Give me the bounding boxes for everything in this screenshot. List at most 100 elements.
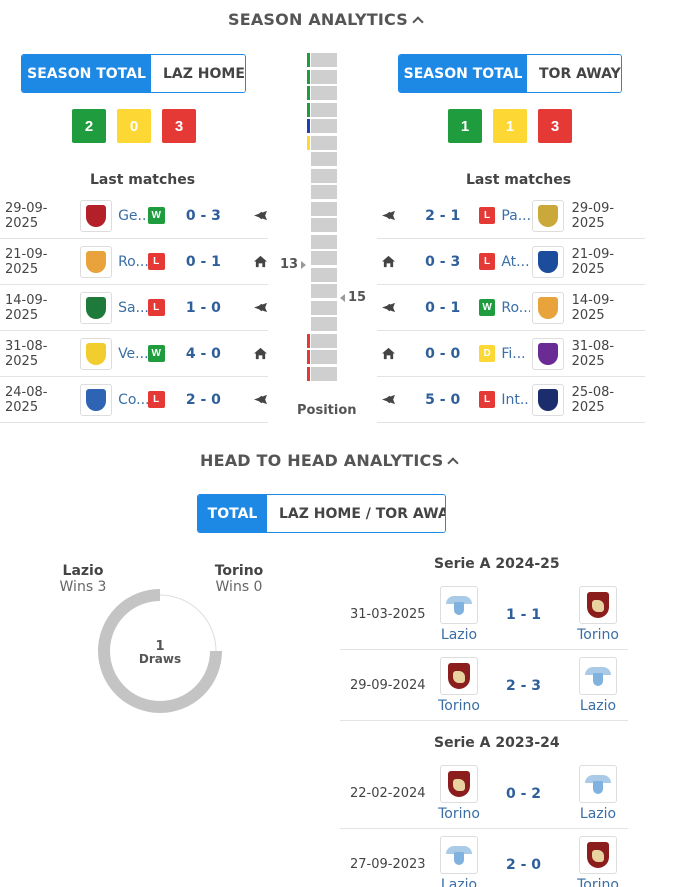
h2h-match-date: 27-09-2023 xyxy=(350,857,426,872)
draws-count: 1 xyxy=(155,639,164,654)
h2h-match-row[interactable]: 22-02-2024 Torino 0 - 2 Lazio xyxy=(340,758,628,829)
h2h-away-team[interactable]: Torino xyxy=(568,836,628,887)
tab-season-total-left[interactable]: SEASON TOTAL xyxy=(22,55,151,92)
result-badge: W xyxy=(478,299,496,316)
result-badge: L xyxy=(147,299,165,316)
opponent-name[interactable]: Sa... xyxy=(118,299,148,316)
zone-marker xyxy=(307,102,310,117)
result-badge: L xyxy=(478,391,496,408)
match-row[interactable]: 2 - 1 L Pa... 29-09-2025 xyxy=(377,193,645,239)
result-badge: D xyxy=(478,345,496,362)
opponent-name[interactable]: Fi... xyxy=(501,345,526,362)
match-score: 0 - 0 xyxy=(425,345,461,362)
opponent-name[interactable]: Ge... xyxy=(118,207,148,224)
plane-icon xyxy=(381,393,397,407)
h2h-home-name: Torino xyxy=(438,806,480,822)
team-logo xyxy=(579,586,617,624)
position-rung xyxy=(311,350,337,364)
h2h-match-date: 31-03-2025 xyxy=(350,607,426,622)
h2h-home-name: Lazio xyxy=(62,563,104,579)
match-date: 24-08-2025 xyxy=(5,384,48,415)
zone-marker xyxy=(307,350,310,364)
h2h-home-team[interactable]: Torino xyxy=(429,765,489,822)
position-rung xyxy=(311,218,337,232)
tab-tor-away[interactable]: TOR AWAY xyxy=(527,55,621,92)
match-row[interactable]: 24-08-2025 Co... L 2 - 0 xyxy=(0,377,268,423)
match-row[interactable]: 31-08-2025 Ve... W 4 - 0 xyxy=(0,331,268,377)
left-draws-badge: 0 xyxy=(117,109,151,143)
h2h-match-row[interactable]: 31-03-2025 Lazio 1 - 1 Torino xyxy=(340,579,628,650)
tab-season-total-right[interactable]: SEASON TOTAL xyxy=(399,55,527,92)
team-logo xyxy=(80,291,113,324)
h2h-home-name: Torino xyxy=(438,698,480,714)
match-date: 31-08-2025 xyxy=(571,338,615,369)
opponent-name[interactable]: Ro... xyxy=(501,299,531,316)
h2h-home-team[interactable]: Torino xyxy=(429,657,489,714)
right-last-matches-title: Last matches xyxy=(466,172,572,188)
h2h-match-row[interactable]: 27-09-2023 Lazio 2 - 0 Torino xyxy=(340,829,628,887)
opponent-name[interactable]: Int... xyxy=(501,391,531,408)
opponent-name[interactable]: Ve... xyxy=(118,345,148,362)
position-rung xyxy=(311,86,337,100)
position-rung xyxy=(311,119,337,133)
opponent-name[interactable]: Co... xyxy=(118,391,148,408)
opponent-name[interactable]: Ro... xyxy=(118,253,148,270)
opponent-name[interactable]: Pa... xyxy=(501,207,531,224)
match-date: 14-09-2025 xyxy=(571,292,615,323)
match-row[interactable]: 0 - 1 W Ro... 14-09-2025 xyxy=(377,285,645,331)
team-logo xyxy=(80,383,113,416)
position-rung xyxy=(311,251,337,265)
match-row[interactable]: 14-09-2025 Sa... L 1 - 0 xyxy=(0,285,268,331)
team-logo xyxy=(579,657,617,695)
h2h-match-row[interactable]: 29-09-2024 Torino 2 - 3 Lazio xyxy=(340,650,628,721)
h2h-away-name: Lazio xyxy=(579,698,617,714)
h2h-away-team[interactable]: Lazio xyxy=(568,657,628,714)
right-position-indicator: 15 xyxy=(340,290,366,305)
match-row[interactable]: 21-09-2025 Ro... L 0 - 1 xyxy=(0,239,268,285)
match-score: 2 - 0 xyxy=(185,391,221,408)
zone-marker xyxy=(307,69,310,84)
h2h-home-wins: Wins 3 xyxy=(59,579,107,595)
left-wins-badge: 2 xyxy=(72,109,106,143)
team-logo xyxy=(532,337,564,370)
h2h-tabs: TOTAL LAZ HOME / TOR AWAY xyxy=(197,494,446,533)
position-rung xyxy=(311,333,337,348)
match-row[interactable]: 0 - 3 L At... 21-09-2025 xyxy=(377,239,645,285)
tab-laz-home-tor-away[interactable]: LAZ HOME / TOR AWAY xyxy=(267,495,445,532)
plane-icon xyxy=(252,209,268,223)
home-icon xyxy=(381,347,397,361)
team-logo xyxy=(80,245,113,278)
position-rung xyxy=(311,234,337,249)
tab-laz-home[interactable]: LAZ HOME xyxy=(151,55,245,92)
position-rung xyxy=(311,135,337,150)
position-rung xyxy=(311,185,337,199)
right-position-value: 15 xyxy=(348,290,367,305)
left-position-indicator: 13 xyxy=(280,257,307,272)
tab-h2h-total[interactable]: TOTAL xyxy=(198,495,267,532)
position-rung xyxy=(311,267,337,282)
h2h-season-title: Serie A 2023-24 xyxy=(434,735,560,751)
team-logo xyxy=(440,836,478,874)
h2h-score: 1 - 1 xyxy=(506,606,542,623)
match-date: 14-09-2025 xyxy=(5,292,48,323)
h2h-analytics-toggle[interactable]: HEAD TO HEAD ANALYTICS xyxy=(200,451,460,470)
match-row[interactable]: 29-09-2025 Ge... W 0 - 3 xyxy=(0,193,268,239)
team-logo xyxy=(532,245,564,278)
position-rung xyxy=(311,168,337,183)
h2h-home-team[interactable]: Lazio xyxy=(429,586,489,643)
h2h-away-name: Torino xyxy=(577,877,619,887)
plane-icon xyxy=(381,209,397,223)
opponent-name[interactable]: At... xyxy=(501,253,530,270)
arrow-right-icon xyxy=(301,260,307,269)
h2h-match-date: 22-02-2024 xyxy=(350,786,426,801)
match-row[interactable]: 0 - 0 D Fi... 31-08-2025 xyxy=(377,331,645,377)
h2h-home-team[interactable]: Lazio xyxy=(429,836,489,887)
h2h-away-name: Torino xyxy=(214,563,264,579)
team-logo xyxy=(440,657,478,695)
season-analytics-toggle[interactable]: SEASON ANALYTICS xyxy=(228,10,424,29)
h2h-away-team[interactable]: Torino xyxy=(568,586,628,643)
position-label: Position xyxy=(297,403,357,418)
h2h-away-team[interactable]: Lazio xyxy=(568,765,628,822)
match-row[interactable]: 5 - 0 L Int... 25-08-2025 xyxy=(377,377,645,423)
plane-icon xyxy=(381,301,397,315)
